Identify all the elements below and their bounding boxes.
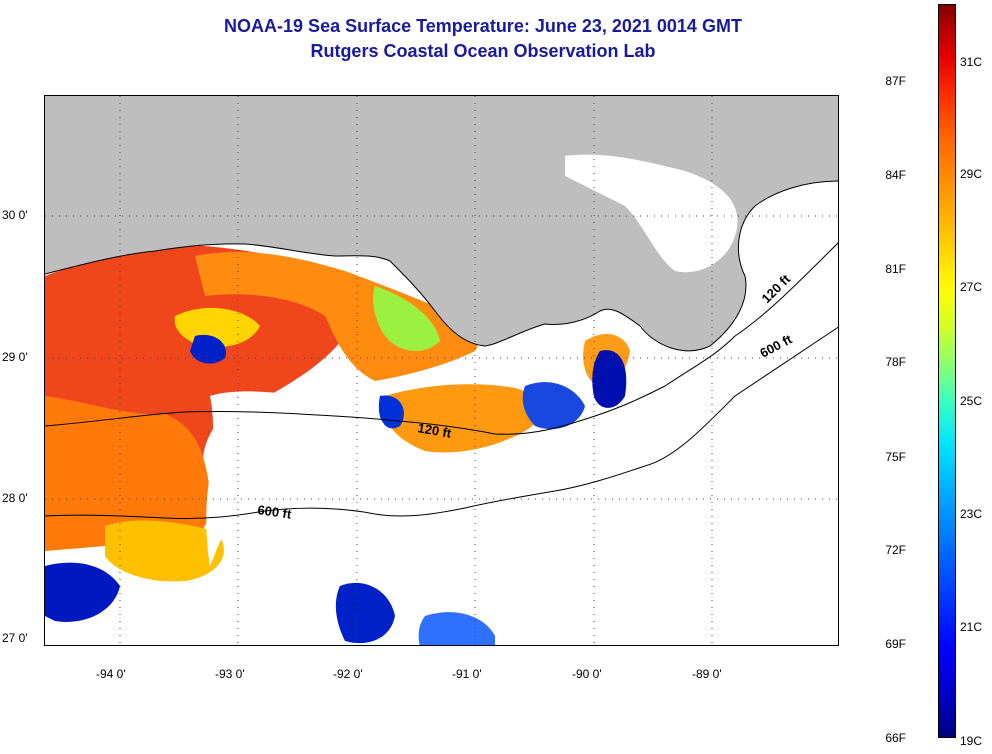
map-title: NOAA-19 Sea Surface Temperature: June 23… bbox=[224, 16, 742, 36]
contour-label-120ft-east: 120 ft bbox=[759, 271, 794, 306]
lat-label-28: 28 0' bbox=[2, 491, 28, 505]
contour-label-600ft-east: 600 ft bbox=[757, 331, 795, 361]
colorbar-f-69: 69F bbox=[885, 637, 906, 651]
lon-label-91: -91 0' bbox=[452, 667, 482, 681]
colorbar-c-21: 21C bbox=[960, 620, 983, 634]
sst-orange-tongue bbox=[384, 384, 542, 453]
colorbar-f-84: 84F bbox=[885, 168, 906, 182]
contour-label-120ft-central: 120 ft bbox=[416, 420, 453, 441]
colorbar-c-27: 27C bbox=[960, 280, 983, 294]
delta-region bbox=[565, 154, 738, 273]
sst-green-patch-1 bbox=[373, 286, 440, 352]
lat-lon-grid bbox=[45, 96, 838, 645]
colorbar-f-81: 81F bbox=[885, 262, 906, 276]
lon-label-94: -94 0' bbox=[96, 667, 126, 681]
sst-yellow-patch-2 bbox=[105, 520, 224, 582]
land-mask bbox=[45, 96, 838, 351]
contour-label-600ft-west: 600 ft bbox=[257, 502, 293, 522]
sst-cold-patch-7 bbox=[418, 612, 495, 645]
sst-colorbar bbox=[938, 4, 956, 738]
lon-label-93: -93 0' bbox=[215, 667, 245, 681]
lon-label-92: -92 0' bbox=[333, 667, 363, 681]
sst-orange-shelf bbox=[45, 396, 211, 551]
colorbar-f-75: 75F bbox=[885, 450, 906, 464]
colorbar-c-31: 31C bbox=[960, 55, 983, 69]
colorbar-c-19: 19C bbox=[960, 734, 983, 748]
no-data-clouds bbox=[206, 391, 838, 645]
sst-map-canvas: 120 ft 600 ft 120 ft 600 ft bbox=[45, 96, 838, 645]
sst-cold-patch-1 bbox=[190, 334, 226, 364]
colorbar-c-29: 29C bbox=[960, 167, 983, 181]
lon-label-90: -90 0' bbox=[572, 667, 602, 681]
colorbar-f-87: 87F bbox=[885, 74, 906, 88]
sst-cold-patch-6 bbox=[335, 582, 395, 644]
contour-600ft bbox=[45, 326, 838, 520]
colorbar-c-23: 23C bbox=[960, 507, 983, 521]
sst-cold-patch-5 bbox=[45, 562, 120, 622]
coastline bbox=[45, 180, 838, 352]
colorbar-f-72: 72F bbox=[885, 543, 906, 557]
contour-120ft bbox=[45, 242, 838, 435]
lat-label-29: 29 0' bbox=[2, 350, 28, 364]
sst-cold-patch-3 bbox=[592, 350, 627, 408]
colorbar-c-25: 25C bbox=[960, 394, 983, 408]
sst-cold-patch-4 bbox=[522, 382, 585, 430]
map-subtitle: Rutgers Coastal Ocean Observation Lab bbox=[310, 41, 656, 61]
sst-map: 120 ft 600 ft 120 ft 600 ft bbox=[44, 95, 839, 646]
colorbar-f-66: 66F bbox=[885, 731, 906, 745]
lat-label-30: 30 0' bbox=[2, 208, 28, 222]
lon-label-89: -89 0' bbox=[692, 667, 722, 681]
colorbar-f-78: 78F bbox=[885, 355, 906, 369]
lat-label-27: 27 0' bbox=[2, 631, 28, 645]
